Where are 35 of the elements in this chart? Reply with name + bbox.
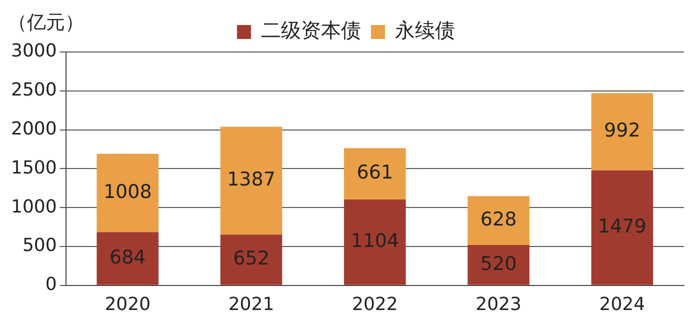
data-label: 1479 — [598, 216, 646, 238]
x-tick-label: 2023 — [476, 294, 522, 315]
data-label: 628 — [480, 208, 517, 230]
x-tick-label: 2021 — [228, 294, 274, 315]
data-label: 652 — [233, 248, 270, 270]
bar — [344, 200, 406, 285]
y-tick-label: 500 — [22, 235, 57, 256]
y-tick-label: 0 — [45, 274, 57, 296]
data-label: 684 — [109, 246, 146, 268]
bar — [220, 126, 282, 235]
data-label: 1104 — [350, 230, 400, 252]
bar — [96, 232, 159, 285]
x-tick-label: 2024 — [599, 294, 646, 315]
bar — [468, 244, 530, 285]
y-tick-label: 1000 — [10, 196, 57, 218]
bar — [344, 148, 406, 200]
data-label: 520 — [480, 252, 517, 275]
legend-label: 二级资本债 — [261, 18, 361, 42]
data-label: 1008 — [103, 180, 152, 203]
bar — [220, 234, 282, 285]
data-label: 661 — [356, 162, 394, 184]
y-tick-label: 3000 — [10, 40, 57, 62]
y-tick-label: 2500 — [10, 80, 57, 101]
data-label: 992 — [604, 120, 640, 142]
y-tick-label: 1500 — [10, 157, 57, 178]
bar — [96, 154, 159, 232]
bar — [468, 196, 530, 245]
x-tick-label: 2022 — [352, 294, 398, 315]
x-tick-label: 2020 — [104, 294, 151, 315]
y-tick-label: 2000 — [10, 118, 57, 140]
data-label: 1387 — [227, 168, 276, 191]
bar — [591, 170, 654, 285]
bar — [591, 93, 654, 170]
legend-label: 永续债 — [395, 18, 455, 42]
y-axis-title: （亿元） — [8, 11, 84, 34]
